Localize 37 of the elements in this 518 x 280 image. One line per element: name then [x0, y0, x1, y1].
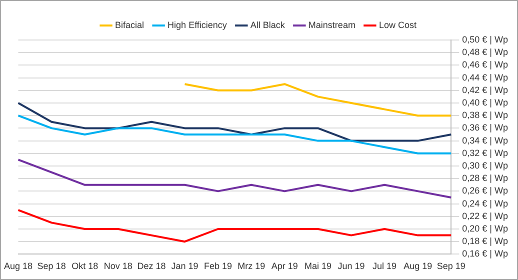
x-tick-label: Apr 19	[271, 261, 298, 272]
legend-label: Mainstream	[308, 20, 356, 30]
y-tick-label: 0,16 € | Wp	[462, 248, 508, 259]
x-tick-label: Nov 18	[104, 261, 132, 272]
x-tick-label: Feb 19	[204, 261, 232, 272]
y-tick-label: 0,26 € | Wp	[462, 186, 508, 196]
y-tick-label: 0,28 € | Wp	[462, 173, 508, 184]
x-tick-label: Mrz 19	[238, 261, 266, 272]
y-tick-label: 0,32 € | Wp	[462, 148, 508, 158]
x-tick-label: Sep 19	[436, 261, 466, 272]
x-tick-label: Aug 18	[4, 261, 33, 272]
legend-label: Low Cost	[378, 20, 417, 30]
x-tick-label: Jul 19	[372, 261, 397, 272]
legend-label: All Black	[250, 20, 286, 30]
y-tick-label: 0,44 € | Wp	[462, 72, 508, 82]
y-tick-label: 0,38 € | Wp	[462, 110, 508, 120]
x-tick-label: Sep 18	[37, 261, 66, 272]
y-tick-label: 0,42 € | Wp	[462, 84, 508, 95]
legend-label: Bifacial	[115, 20, 144, 30]
y-tick-label: 0,40 € | Wp	[462, 97, 508, 108]
x-tick-label: Okt 18	[72, 261, 98, 272]
y-tick-label: 0,24 € | Wp	[462, 198, 508, 208]
y-tick-label: 0,20 € | Wp	[462, 223, 508, 234]
y-tick-label: 0,34 € | Wp	[462, 135, 508, 146]
x-tick-label: Aug 19	[404, 261, 432, 272]
y-tick-label: 0,46 € | Wp	[462, 60, 508, 70]
y-tick-label: 0,48 € | Wp	[462, 47, 508, 58]
x-tick-label: Dez 18	[137, 261, 166, 272]
y-tick-label: 0,18 € | Wp	[462, 236, 508, 246]
y-tick-label: 0,36 € | Wp	[462, 122, 508, 133]
legend-label: High Efficiency	[168, 20, 228, 30]
x-tick-label: Mai 19	[304, 261, 332, 272]
y-tick-label: 0,30 € | Wp	[462, 160, 508, 170]
x-tick-label: Jun 19	[338, 261, 365, 272]
y-tick-label: 0,22 € | Wp	[462, 210, 508, 221]
y-tick-label: 0,50 € | Wp	[462, 34, 508, 44]
x-tick-label: Jan 19	[171, 261, 198, 272]
